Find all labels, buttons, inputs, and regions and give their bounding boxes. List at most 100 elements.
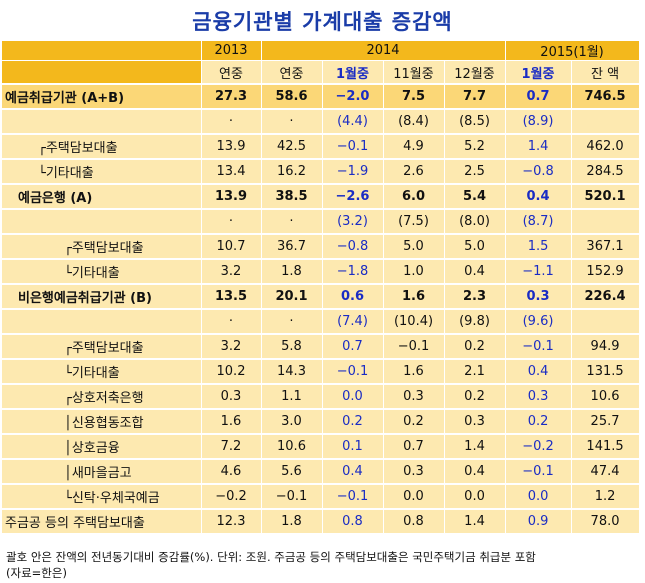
- table-row: 예금취급기관 (A+B) 27.3 58.6 −2.0 7.5 7.7 0.7 746.5: [2, 84, 640, 110]
- table-cell: 13.5: [201, 284, 262, 310]
- table-cell: 0.6: [322, 284, 384, 310]
- table-cell: 1.6: [383, 359, 445, 385]
- table-cell: ·: [201, 209, 262, 235]
- table-cell: 1.5: [505, 234, 572, 260]
- table-cell: 0.3: [505, 284, 572, 310]
- table-cell: 462.0: [571, 134, 640, 160]
- table-cell: 0.3: [201, 384, 262, 410]
- table-cell: 4.9: [383, 134, 445, 160]
- table-row: └기타대출 3.2 1.8 −1.8 1.0 0.4 −1.1 152.9: [2, 259, 640, 285]
- table-cell: 10.6: [261, 434, 323, 460]
- table-cell: 2.1: [444, 359, 506, 385]
- table-cell: 13.4: [201, 159, 262, 185]
- table-cell: 0.7: [322, 334, 384, 360]
- row-label: │신용협동조합: [2, 409, 202, 435]
- table-row: ┌상호저축은행 0.3 1.1 0.0 0.3 0.2 0.3 10.6: [2, 384, 640, 410]
- col-header: 11월중: [383, 60, 445, 85]
- table-cell: (8.7): [505, 209, 572, 235]
- table-cell: (8.9): [505, 109, 572, 135]
- table-cell: 1.8: [261, 509, 323, 535]
- table-cell: −0.1: [505, 334, 572, 360]
- table-cell: 1.1: [261, 384, 323, 410]
- loan-table: 2013 2014 2015(1월) 연중 연중 1월중 11월중 12월중 1…: [2, 41, 640, 535]
- table-row: 주금공 등의 주택담보대출 12.3 1.8 0.8 0.8 1.4 0.9 78.0: [2, 509, 640, 535]
- table-cell: ·: [261, 209, 323, 235]
- table-cell: 7.7: [444, 84, 506, 110]
- table-row: ┌주택담보대출 13.9 42.5 −0.1 4.9 5.2 1.4 462.0: [2, 134, 640, 160]
- year-2013: 2013: [201, 41, 262, 61]
- table-cell: 47.4: [571, 459, 640, 485]
- table-cell: (8.0): [444, 209, 506, 235]
- table-row: └기타대출 10.2 14.3 −0.1 1.6 2.1 0.4 131.5: [2, 359, 640, 385]
- table-cell: 0.4: [444, 259, 506, 285]
- row-label: │새마을금고: [2, 459, 202, 485]
- table-cell: (7.4): [322, 309, 384, 335]
- row-label: ┌주택담보대출: [2, 234, 202, 260]
- table-cell: 58.6: [261, 84, 323, 110]
- table-row: · · (4.4) (8.4) (8.5) (8.9): [2, 109, 640, 135]
- table-cell: (8.5): [444, 109, 506, 135]
- table-cell: 1.2: [571, 484, 640, 510]
- table-row: │새마을금고 4.6 5.6 0.4 0.3 0.4 −0.1 47.4: [2, 459, 640, 485]
- header-corner: [2, 41, 202, 61]
- table-row: │상호금융 7.2 10.6 0.1 0.7 1.4 −0.2 141.5: [2, 434, 640, 460]
- footnote-text: 괄호 안은 잔액의 전년동기대비 증감률(%). 단위: 조원. 주금공 등의 …: [6, 550, 536, 564]
- table-cell: [571, 209, 640, 235]
- table-cell: 94.9: [571, 334, 640, 360]
- row-label: [2, 309, 202, 335]
- table-row: │신용협동조합 1.6 3.0 0.2 0.2 0.3 0.2 25.7: [2, 409, 640, 435]
- row-label: ┌주택담보대출: [2, 334, 202, 360]
- source-text: (자료=한은): [6, 566, 67, 580]
- table-cell: 0.4: [444, 459, 506, 485]
- table-cell: 152.9: [571, 259, 640, 285]
- table-cell: ·: [261, 309, 323, 335]
- table-cell: −1.9: [322, 159, 384, 185]
- table-cell: [571, 309, 640, 335]
- table-cell: 13.9: [201, 184, 262, 210]
- table-cell: 0.2: [505, 409, 572, 435]
- table-cell: −0.1: [322, 359, 384, 385]
- table-cell: 131.5: [571, 359, 640, 385]
- table-cell: 0.1: [322, 434, 384, 460]
- table-cell: 7.5: [383, 84, 445, 110]
- row-label: └신탁·우체국예금: [2, 484, 202, 510]
- col-header: 1월중: [322, 60, 384, 85]
- row-label: ┌상호저축은행: [2, 384, 202, 410]
- col-header: 연중: [261, 60, 323, 85]
- table-cell: 7.2: [201, 434, 262, 460]
- row-label: └기타대출: [2, 359, 202, 385]
- row-label: [2, 109, 202, 135]
- table-cell: 1.4: [444, 434, 506, 460]
- table-cell: 13.9: [201, 134, 262, 160]
- col-header: 잔 액: [571, 60, 640, 85]
- table-row: └기타대출 13.4 16.2 −1.9 2.6 2.5 −0.8 284.5: [2, 159, 640, 185]
- table-cell: (10.4): [383, 309, 445, 335]
- table-cell: 0.8: [322, 509, 384, 535]
- table-cell: 14.3: [261, 359, 323, 385]
- table-cell: (8.4): [383, 109, 445, 135]
- table-cell: −0.2: [505, 434, 572, 460]
- table-cell: −2.0: [322, 84, 384, 110]
- table-cell: 0.7: [505, 84, 572, 110]
- table-cell: −2.6: [322, 184, 384, 210]
- table-cell: 0.3: [383, 384, 445, 410]
- year-2014: 2014: [261, 41, 506, 61]
- table-cell: 1.4: [505, 134, 572, 160]
- table-cell: 0.0: [505, 484, 572, 510]
- table-cell: −0.1: [322, 484, 384, 510]
- table-cell: 78.0: [571, 509, 640, 535]
- table-row: · · (3.2) (7.5) (8.0) (8.7): [2, 209, 640, 235]
- header-corner-2: [2, 60, 202, 85]
- table-cell: 520.1: [571, 184, 640, 210]
- table-cell: 4.6: [201, 459, 262, 485]
- table-cell: 10.6: [571, 384, 640, 410]
- table-cell: 10.7: [201, 234, 262, 260]
- row-label: 예금은행 (A): [2, 184, 202, 210]
- table-cell: 2.6: [383, 159, 445, 185]
- row-label: └기타대출: [2, 259, 202, 285]
- table-cell: 25.7: [571, 409, 640, 435]
- table-cell: 0.0: [322, 384, 384, 410]
- table-cell: 16.2: [261, 159, 323, 185]
- table-cell: (4.4): [322, 109, 384, 135]
- table-cell: 3.2: [201, 259, 262, 285]
